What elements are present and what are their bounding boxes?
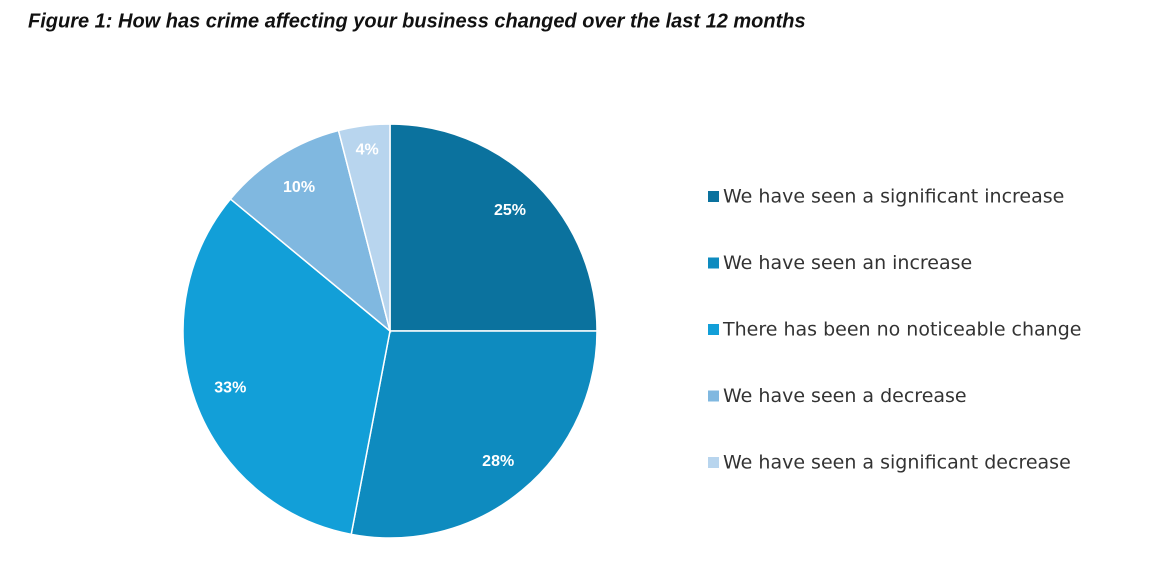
legend-label: There has been no noticeable change xyxy=(722,319,1081,341)
legend-label: We have seen an increase xyxy=(723,252,972,274)
legend-swatch xyxy=(708,324,719,335)
pie-slice xyxy=(337,123,391,332)
pie-slice xyxy=(350,330,598,539)
legend-label: We have seen a significant increase xyxy=(723,186,1064,208)
data-label: 25% xyxy=(494,202,526,219)
legend-swatch xyxy=(708,457,719,468)
data-label: 28% xyxy=(482,453,514,470)
legend-swatch xyxy=(708,191,719,202)
legend-label: We have seen a significant decrease xyxy=(723,452,1071,474)
legend-swatch xyxy=(708,390,719,402)
pie-slice xyxy=(389,123,598,332)
data-label: 10% xyxy=(283,179,315,196)
legend-label: We have seen a decrease xyxy=(723,385,967,407)
pie-slice xyxy=(229,129,392,334)
legend-swatch xyxy=(708,257,719,269)
pie-slice xyxy=(182,197,391,536)
data-label: 4% xyxy=(356,141,379,158)
data-label: 33% xyxy=(214,380,246,397)
chart-title: Figure 1: How has crime affecting your b… xyxy=(28,10,806,32)
